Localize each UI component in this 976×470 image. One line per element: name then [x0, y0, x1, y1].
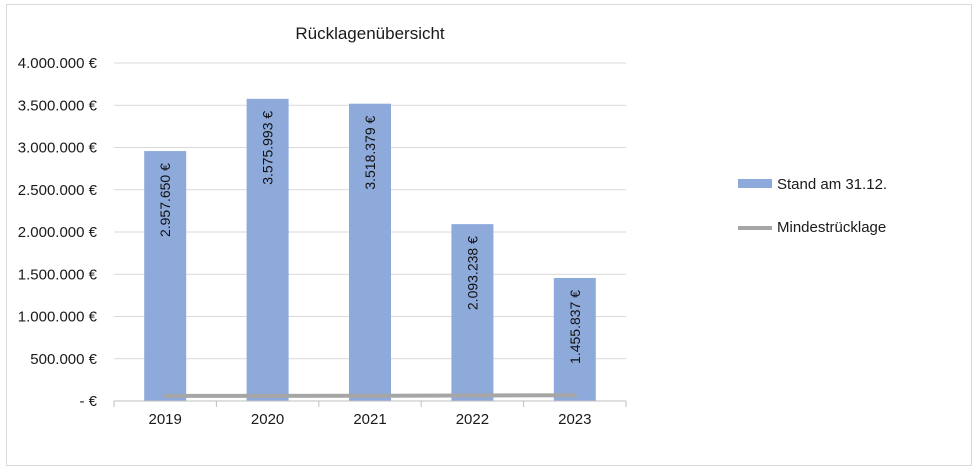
y-tick-label: 1.500.000 € — [18, 266, 98, 283]
legend-label-bar: Stand am 31.12. — [777, 176, 887, 193]
y-tick-label: 2.000.000 € — [18, 224, 98, 241]
legend-swatch-bar — [738, 179, 772, 188]
y-tick-label: - € — [79, 393, 97, 410]
bar-2021 — [349, 103, 391, 402]
chart-title: Rücklagenübersicht — [295, 24, 445, 43]
bar-2022 — [451, 224, 494, 401]
data-label-2023: 1.455.837 € — [567, 290, 583, 364]
bar-2019 — [144, 151, 187, 401]
x-axis: 2019 2020 2021 2022 2023 — [113, 400, 627, 428]
x-tick-label: 2021 — [353, 411, 386, 428]
y-tick-label: 500.000 € — [30, 351, 97, 368]
y-tick-label: 3.500.000 € — [18, 97, 98, 114]
data-label-2020: 3.575.993 € — [260, 111, 276, 185]
y-tick-label: 4.000.000 € — [18, 55, 98, 72]
y-tick-label: 1.000.000 € — [18, 309, 98, 326]
data-label-2022: 2.093.238 € — [464, 236, 480, 310]
bar-2023 — [553, 277, 596, 401]
x-tick-label: 2022 — [456, 411, 489, 428]
data-label-2021: 3.518.379 € — [362, 115, 378, 189]
x-tick-label: 2019 — [149, 411, 182, 428]
data-label-2019: 2.957.650 € — [157, 163, 173, 237]
y-axis: - € 500.000 € 1.000.000 € 1.500.000 € 2.000.… — [18, 55, 98, 410]
bar-series — [144, 98, 596, 402]
y-tick-label: 2.500.000 € — [18, 182, 98, 199]
legend-label-line: Mindestrücklage — [777, 219, 886, 236]
bar-2020 — [246, 98, 289, 402]
data-labels: 2.957.650 € 3.575.993 € 3.518.379 € 2.093.2… — [157, 111, 583, 364]
x-tick-label: 2023 — [558, 411, 591, 428]
y-tick-label: 3.000.000 € — [18, 140, 98, 157]
line-series — [163, 393, 577, 398]
x-tick-label: 2020 — [251, 411, 284, 428]
legend: Stand am 31.12. Mindestrücklage — [738, 176, 887, 236]
